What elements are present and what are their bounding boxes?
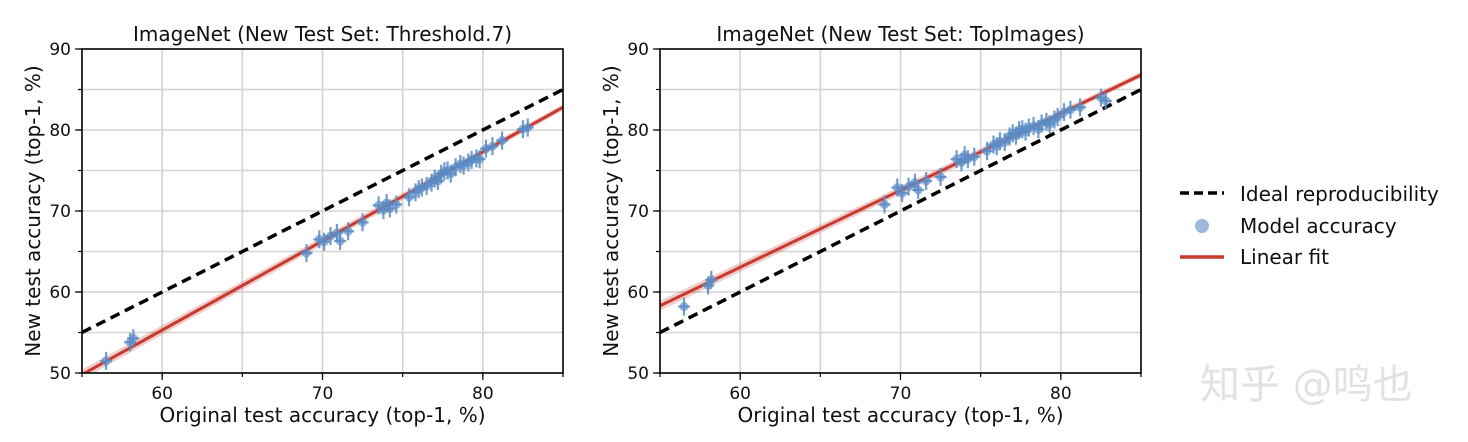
legend-fit-label: Linear fit <box>1240 245 1329 269</box>
chart-panels: 60 70 80 50 60 70 80 90 ImageNet (New Test Set: … <box>21 22 1142 427</box>
point-marker <box>385 204 395 214</box>
point-marker <box>904 182 914 192</box>
model-accuracy-point <box>896 184 909 203</box>
model-accuracy-point <box>356 213 369 232</box>
y-tick-label: 50 <box>627 364 649 384</box>
x-tick-label: 60 <box>729 384 751 404</box>
chart-title: ImageNet (New Test Set: TopImages) <box>716 22 1084 46</box>
legend-ideal-label: Ideal reproducibility <box>1240 182 1439 206</box>
point-marker <box>128 333 138 343</box>
legend: Ideal reproducibility Model accuracy Lin… <box>1180 182 1439 269</box>
model-accuracy-point <box>1064 100 1077 119</box>
y-tick-label: 60 <box>49 283 71 303</box>
model-accuracy-point <box>473 150 486 169</box>
point-marker <box>358 217 368 227</box>
model-accuracy-point <box>486 137 499 156</box>
y-tick-label: 50 <box>49 364 71 384</box>
y-tick-label: 90 <box>627 40 649 60</box>
point-marker <box>446 169 456 179</box>
ideal-reproducibility-line <box>660 87 1141 335</box>
point-marker <box>487 141 497 151</box>
y-tick-label: 90 <box>49 40 71 60</box>
model-accuracy-point <box>678 297 691 316</box>
model-accuracy-point <box>100 351 113 370</box>
model-accuracy-point <box>1043 115 1056 134</box>
x-tick-label: 80 <box>1050 384 1072 404</box>
point-marker <box>1053 112 1063 122</box>
point-marker <box>101 356 111 366</box>
legend-model-swatch <box>1195 219 1209 233</box>
model-accuracy-point <box>920 172 933 191</box>
point-marker <box>335 236 345 246</box>
point-marker <box>913 185 923 195</box>
point-marker <box>301 248 311 258</box>
model-accuracy-point <box>705 270 718 289</box>
model-accuracy-point <box>1051 108 1064 127</box>
chart-title: ImageNet (New Test Set: Threshold.7) <box>133 22 512 46</box>
point-marker <box>1101 96 1111 106</box>
y-tick-label: 80 <box>49 121 71 141</box>
model-accuracy-point <box>968 147 981 166</box>
axes-frame <box>81 48 564 374</box>
x-axis-label: Original test accuracy (top-1, %) <box>737 403 1063 427</box>
point-marker <box>1065 105 1075 115</box>
point-marker <box>879 200 889 210</box>
chart-panel-2: 60 70 80 50 60 70 80 90 ImageNet (New Test Set: … <box>599 22 1142 427</box>
model-accuracy-point <box>390 195 403 214</box>
point-marker <box>475 154 485 164</box>
point-marker <box>897 188 907 198</box>
point-marker <box>969 152 979 162</box>
point-marker <box>982 146 992 156</box>
x-tick-label: 70 <box>890 384 912 404</box>
model-accuracy-point <box>878 195 891 214</box>
watermark: 知乎 @鸣也 <box>1200 362 1413 408</box>
point-marker <box>936 172 946 182</box>
model-accuracy-point <box>934 167 947 186</box>
point-marker <box>391 200 401 210</box>
y-tick-label: 70 <box>49 202 71 222</box>
point-marker <box>706 275 716 285</box>
model-accuracy-point <box>1099 91 1112 110</box>
point-marker <box>319 237 329 247</box>
model-accuracy-point <box>902 177 915 196</box>
axes-frame <box>659 48 1142 374</box>
point-marker <box>343 226 353 236</box>
point-marker <box>523 123 533 133</box>
y-axis-label: New test accuracy (top-1, %) <box>599 65 623 356</box>
model-accuracy-point <box>521 118 534 137</box>
x-tick-label: 80 <box>472 384 494 404</box>
y-tick-label: 70 <box>627 202 649 222</box>
chart-panel-1: 60 70 80 50 60 70 80 90 ImageNet (New Test Set: … <box>21 22 564 427</box>
model-accuracy-point <box>496 131 509 150</box>
x-axis-label: Original test accuracy (top-1, %) <box>159 403 485 427</box>
y-tick-label: 60 <box>627 283 649 303</box>
y-axis-label: New test accuracy (top-1, %) <box>21 65 45 356</box>
model-accuracy-point <box>318 232 331 251</box>
plot-area <box>82 87 563 373</box>
point-marker <box>497 136 507 146</box>
x-tick-label: 60 <box>151 384 173 404</box>
model-accuracy-point <box>403 188 416 207</box>
model-accuracy-point <box>334 231 347 250</box>
y-tick-label: 80 <box>627 121 649 141</box>
ideal-reproducibility-line <box>82 87 563 335</box>
point-marker <box>679 302 689 312</box>
plot-area <box>660 71 1141 335</box>
model-accuracy-point <box>1074 98 1087 117</box>
model-accuracy-point <box>912 180 925 199</box>
model-accuracy-point <box>300 244 313 263</box>
x-tick-label: 70 <box>312 384 334 404</box>
point-marker <box>921 176 931 186</box>
legend-model-label: Model accuracy <box>1240 214 1397 238</box>
model-accuracy-point <box>383 199 396 218</box>
model-accuracy-point <box>981 142 994 161</box>
point-marker <box>1075 102 1085 112</box>
model-accuracy-point <box>127 329 140 348</box>
model-accuracy-point <box>342 222 355 241</box>
point-marker <box>404 192 414 202</box>
